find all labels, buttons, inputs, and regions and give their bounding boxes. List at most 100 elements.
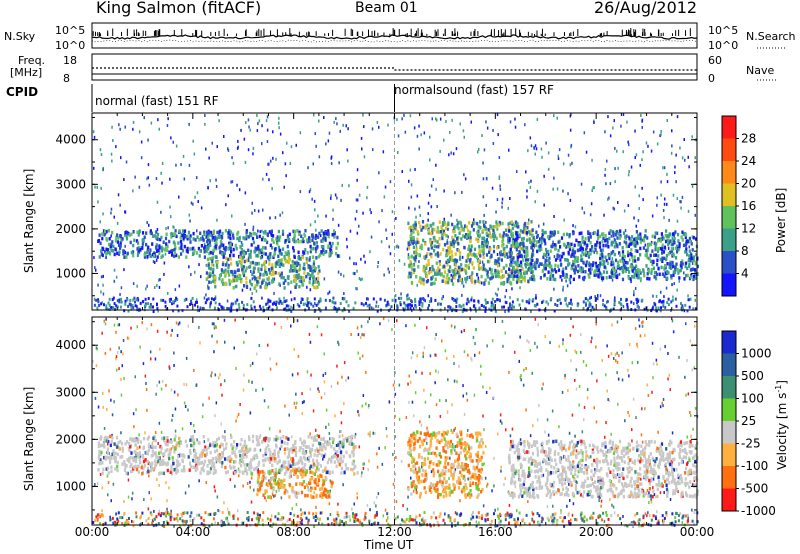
echo-cell xyxy=(631,255,634,259)
echo-cell xyxy=(651,249,654,253)
echo-cell xyxy=(295,392,297,396)
echo-cell xyxy=(538,403,540,407)
echo-cell xyxy=(242,270,245,275)
nsky-label: N.Sky xyxy=(4,30,36,43)
echo-cell xyxy=(580,269,583,274)
echo-cell xyxy=(236,263,239,267)
echo-cell xyxy=(662,250,665,254)
echo-cell xyxy=(664,305,667,309)
echo-cell xyxy=(574,378,576,382)
echo-cell xyxy=(656,262,659,267)
echo-cell xyxy=(505,252,508,256)
echo-cell xyxy=(505,233,508,237)
echo-cell xyxy=(644,512,647,516)
echo-cell xyxy=(591,189,593,192)
echo-cell xyxy=(439,252,442,256)
echo-cell xyxy=(316,434,318,437)
echo-cell xyxy=(170,509,172,513)
echo-cell xyxy=(302,239,305,244)
echo-cell xyxy=(394,371,396,375)
echo-cell xyxy=(517,271,520,275)
echo-cell xyxy=(378,125,380,129)
echo-cell xyxy=(619,302,622,306)
echo-cell xyxy=(309,238,312,243)
echo-cell xyxy=(554,258,558,262)
colorbar-swatch xyxy=(722,183,736,206)
echo-cell xyxy=(502,266,505,270)
echo-cell xyxy=(354,272,356,276)
echo-cell xyxy=(665,270,669,274)
echo-cell xyxy=(566,284,569,288)
echo-cell xyxy=(177,393,179,397)
echo-cell xyxy=(192,237,195,241)
echo-cell xyxy=(638,269,641,273)
echo-cell xyxy=(106,474,109,478)
echo-cell xyxy=(220,422,222,426)
echo-cell xyxy=(502,274,506,278)
echo-cell xyxy=(633,302,635,306)
echo-cell xyxy=(366,185,369,189)
echo-cell xyxy=(280,496,283,500)
echo-cell xyxy=(387,309,390,313)
echo-cell xyxy=(389,252,392,256)
echo-cell xyxy=(585,253,588,257)
echo-cell xyxy=(175,144,178,148)
echo-cell xyxy=(472,252,475,257)
echo-cell xyxy=(454,298,457,302)
echo-cell xyxy=(622,150,624,154)
echo-cell xyxy=(511,258,514,262)
echo-cell xyxy=(677,239,680,243)
echo-cell xyxy=(453,362,455,366)
echo-cell xyxy=(337,270,340,274)
echo-cell xyxy=(196,176,198,180)
echo-cell xyxy=(177,309,180,313)
echo-cell xyxy=(234,284,238,289)
echo-cell xyxy=(427,306,430,310)
echo-cell xyxy=(684,264,687,269)
echo-cell xyxy=(241,243,244,247)
echo-cell xyxy=(563,218,565,222)
echo-cell xyxy=(616,229,619,234)
echo-cell xyxy=(151,242,154,246)
echo-cell xyxy=(280,252,283,256)
echo-cell xyxy=(375,504,377,508)
echo-cell xyxy=(587,253,590,258)
echo-cell xyxy=(245,231,248,235)
echo-cell xyxy=(308,236,311,240)
echo-cell xyxy=(594,261,597,266)
echo-cell xyxy=(206,275,210,280)
echo-cell xyxy=(221,262,225,267)
echo-cell xyxy=(641,298,644,302)
echo-cell xyxy=(170,297,172,301)
echo-cell xyxy=(320,396,323,400)
echo-cell xyxy=(314,267,317,271)
echo-cell xyxy=(678,355,680,359)
echo-cell xyxy=(503,280,506,285)
echo-cell xyxy=(607,354,610,358)
echo-cell xyxy=(95,364,98,368)
echo-cell xyxy=(549,274,552,279)
echo-cell xyxy=(107,493,109,497)
echo-cell xyxy=(295,503,298,507)
echo-cell xyxy=(460,224,463,229)
echo-cell xyxy=(486,259,490,264)
echo-cell xyxy=(443,217,445,221)
echo-cell xyxy=(190,201,193,205)
echo-cell xyxy=(213,306,216,310)
echo-cell xyxy=(171,302,174,306)
echo-cell xyxy=(588,301,591,305)
echo-cell xyxy=(516,234,519,238)
echo-cell xyxy=(691,248,694,252)
echo-cell xyxy=(486,301,489,304)
echo-cell xyxy=(643,273,646,278)
echo-cell xyxy=(671,144,673,148)
echo-cell xyxy=(283,300,286,304)
echo-cell xyxy=(507,277,511,281)
echo-cell xyxy=(156,237,159,241)
echo-cell xyxy=(289,162,292,165)
echo-cell xyxy=(572,465,574,469)
echo-cell xyxy=(509,258,512,262)
echo-cell xyxy=(244,251,247,255)
echo-cell xyxy=(301,255,305,260)
echo-cell xyxy=(309,268,312,272)
